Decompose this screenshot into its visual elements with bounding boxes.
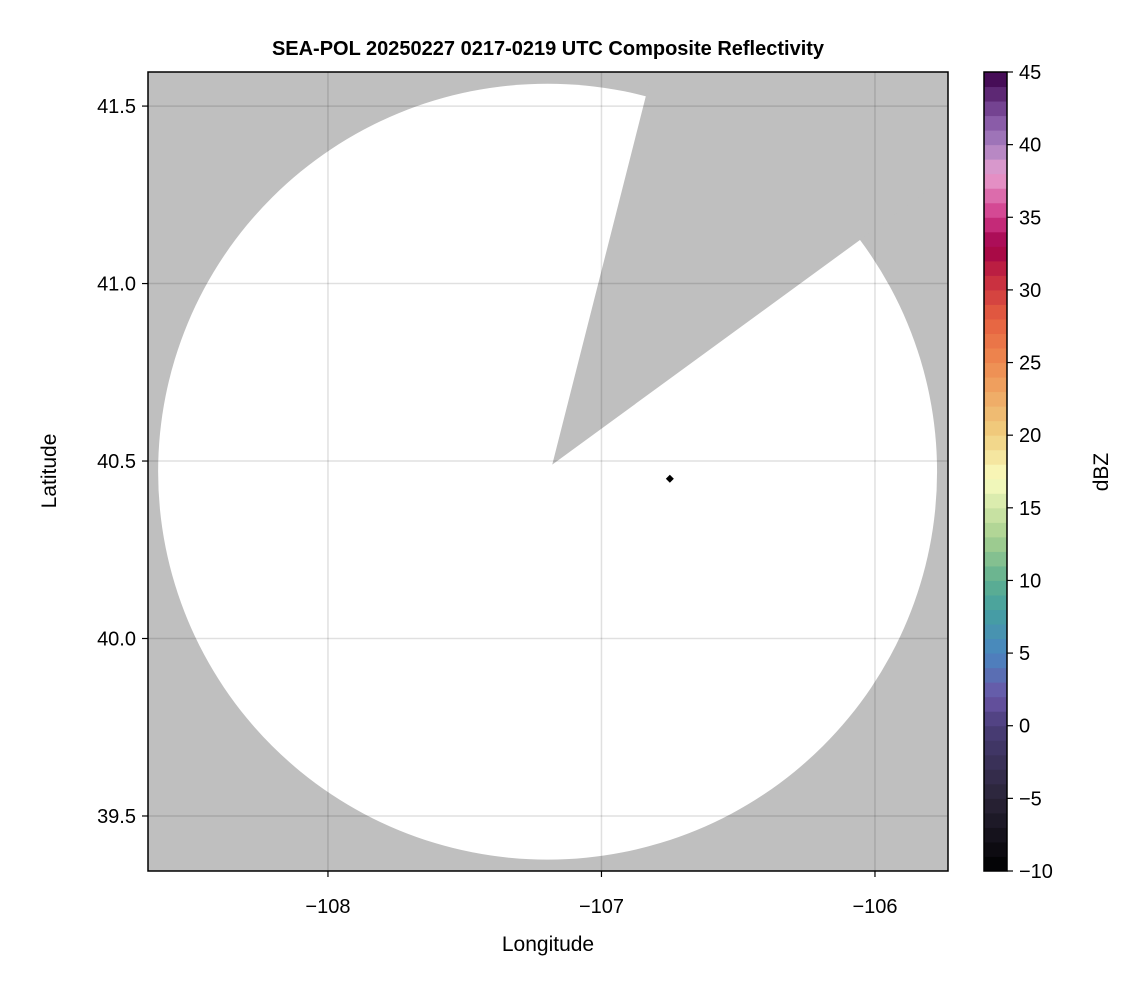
colorbar-band xyxy=(984,115,1007,131)
colorbar-band xyxy=(984,72,1007,88)
colorbar-band xyxy=(984,348,1007,364)
colorbar-band xyxy=(984,464,1007,480)
colorbar-tick-label: 25 xyxy=(1019,353,1041,375)
colorbar-band xyxy=(984,725,1007,741)
colorbar-band xyxy=(984,580,1007,596)
x-tick-label: −107 xyxy=(579,896,624,918)
colorbar-band xyxy=(984,522,1007,538)
colorbar-band xyxy=(984,420,1007,436)
colorbar-tick-label: −5 xyxy=(1019,788,1042,810)
colorbar-frame xyxy=(983,71,1008,872)
plot-frame xyxy=(147,71,949,872)
colorbar: −10 −5 0 5 10 15 20 25 30 35 40 45 xyxy=(983,62,1053,883)
colorbar-band xyxy=(984,493,1007,509)
colorbar-band xyxy=(984,318,1007,334)
colorbar-band xyxy=(984,362,1007,378)
colorbar-tick-label: −10 xyxy=(1019,861,1053,883)
colorbar-band xyxy=(984,391,1007,407)
colorbar-band xyxy=(984,231,1007,247)
colorbar-band xyxy=(984,377,1007,393)
colorbar-band xyxy=(984,130,1007,146)
colorbar-band xyxy=(984,565,1007,581)
x-tick-label: −108 xyxy=(305,896,350,918)
colorbar-tick-label: 20 xyxy=(1019,425,1041,447)
colorbar-band xyxy=(984,86,1007,102)
colorbar-band xyxy=(984,740,1007,756)
colorbar-band xyxy=(984,333,1007,349)
colorbar-band xyxy=(984,449,1007,465)
colorbar-band xyxy=(984,696,1007,712)
colorbar-band xyxy=(984,144,1007,160)
colorbar-band xyxy=(984,594,1007,611)
colorbar-band xyxy=(984,653,1007,669)
colorbar-band xyxy=(984,289,1007,305)
colorbar-band xyxy=(984,478,1007,494)
grid-lines xyxy=(148,72,948,871)
x-axis-ticks: −108 −107 −106 xyxy=(305,871,898,918)
plot-area xyxy=(148,72,948,871)
colorbar-tick-label: 45 xyxy=(1019,62,1041,84)
y-tick-label: 40.5 xyxy=(97,451,136,473)
colorbar-band xyxy=(984,246,1007,262)
colorbar-band xyxy=(984,217,1007,233)
colorbar-band xyxy=(984,754,1007,770)
blocked-sector xyxy=(552,72,948,465)
colorbar-band xyxy=(984,856,1007,872)
colorbar-band xyxy=(984,609,1007,625)
colorbar-band xyxy=(984,841,1007,857)
colorbar-band xyxy=(984,798,1007,814)
colorbar-band xyxy=(984,188,1007,204)
colorbar-band xyxy=(984,202,1007,218)
colorbar-band xyxy=(984,304,1007,320)
colorbar-band xyxy=(984,624,1007,640)
colorbar-band xyxy=(984,275,1007,291)
colorbar-band xyxy=(984,783,1007,799)
colorbar-tick-label: 10 xyxy=(1019,570,1041,592)
colorbar-band xyxy=(984,551,1007,567)
x-axis-label: Longitude xyxy=(502,933,594,956)
colorbar-band xyxy=(984,101,1007,117)
colorbar-tick-label: 0 xyxy=(1019,716,1030,738)
colorbar-band xyxy=(984,667,1007,683)
colorbar-tick-label: 35 xyxy=(1019,207,1041,229)
colorbar-tick-label: 5 xyxy=(1019,643,1030,665)
y-tick-label: 40.0 xyxy=(97,629,136,651)
colorbar-band xyxy=(984,827,1007,843)
chart-title: SEA-POL 20250227 0217-0219 UTC Composite… xyxy=(272,38,825,60)
colorbar-band xyxy=(984,638,1007,654)
colorbar-band xyxy=(984,173,1007,189)
colorbar-band xyxy=(984,435,1007,451)
x-tick-label: −106 xyxy=(852,896,897,918)
colorbar-tick-label: 30 xyxy=(1019,280,1041,302)
colorbar-label: dBZ xyxy=(1090,453,1113,492)
colorbar-band xyxy=(984,682,1007,698)
colorbar-tick-label: 15 xyxy=(1019,498,1041,520)
colorbar-band xyxy=(984,159,1007,175)
colorbar-band xyxy=(984,536,1007,552)
y-tick-label: 41.0 xyxy=(97,274,136,296)
y-axis-ticks: 39.5 40.0 40.5 41.0 41.5 xyxy=(97,96,148,828)
colorbar-band xyxy=(984,507,1007,523)
y-tick-label: 39.5 xyxy=(97,806,136,828)
colorbar-tick-label: 40 xyxy=(1019,135,1041,157)
colorbar-band xyxy=(984,711,1007,727)
colorbar-band xyxy=(984,812,1007,828)
colorbar-band xyxy=(984,769,1007,785)
colorbar-band xyxy=(984,406,1007,422)
radar-location-marker xyxy=(665,474,674,483)
y-axis-label: Latitude xyxy=(38,434,61,509)
y-tick-label: 41.5 xyxy=(97,96,136,118)
colorbar-band xyxy=(984,260,1007,276)
